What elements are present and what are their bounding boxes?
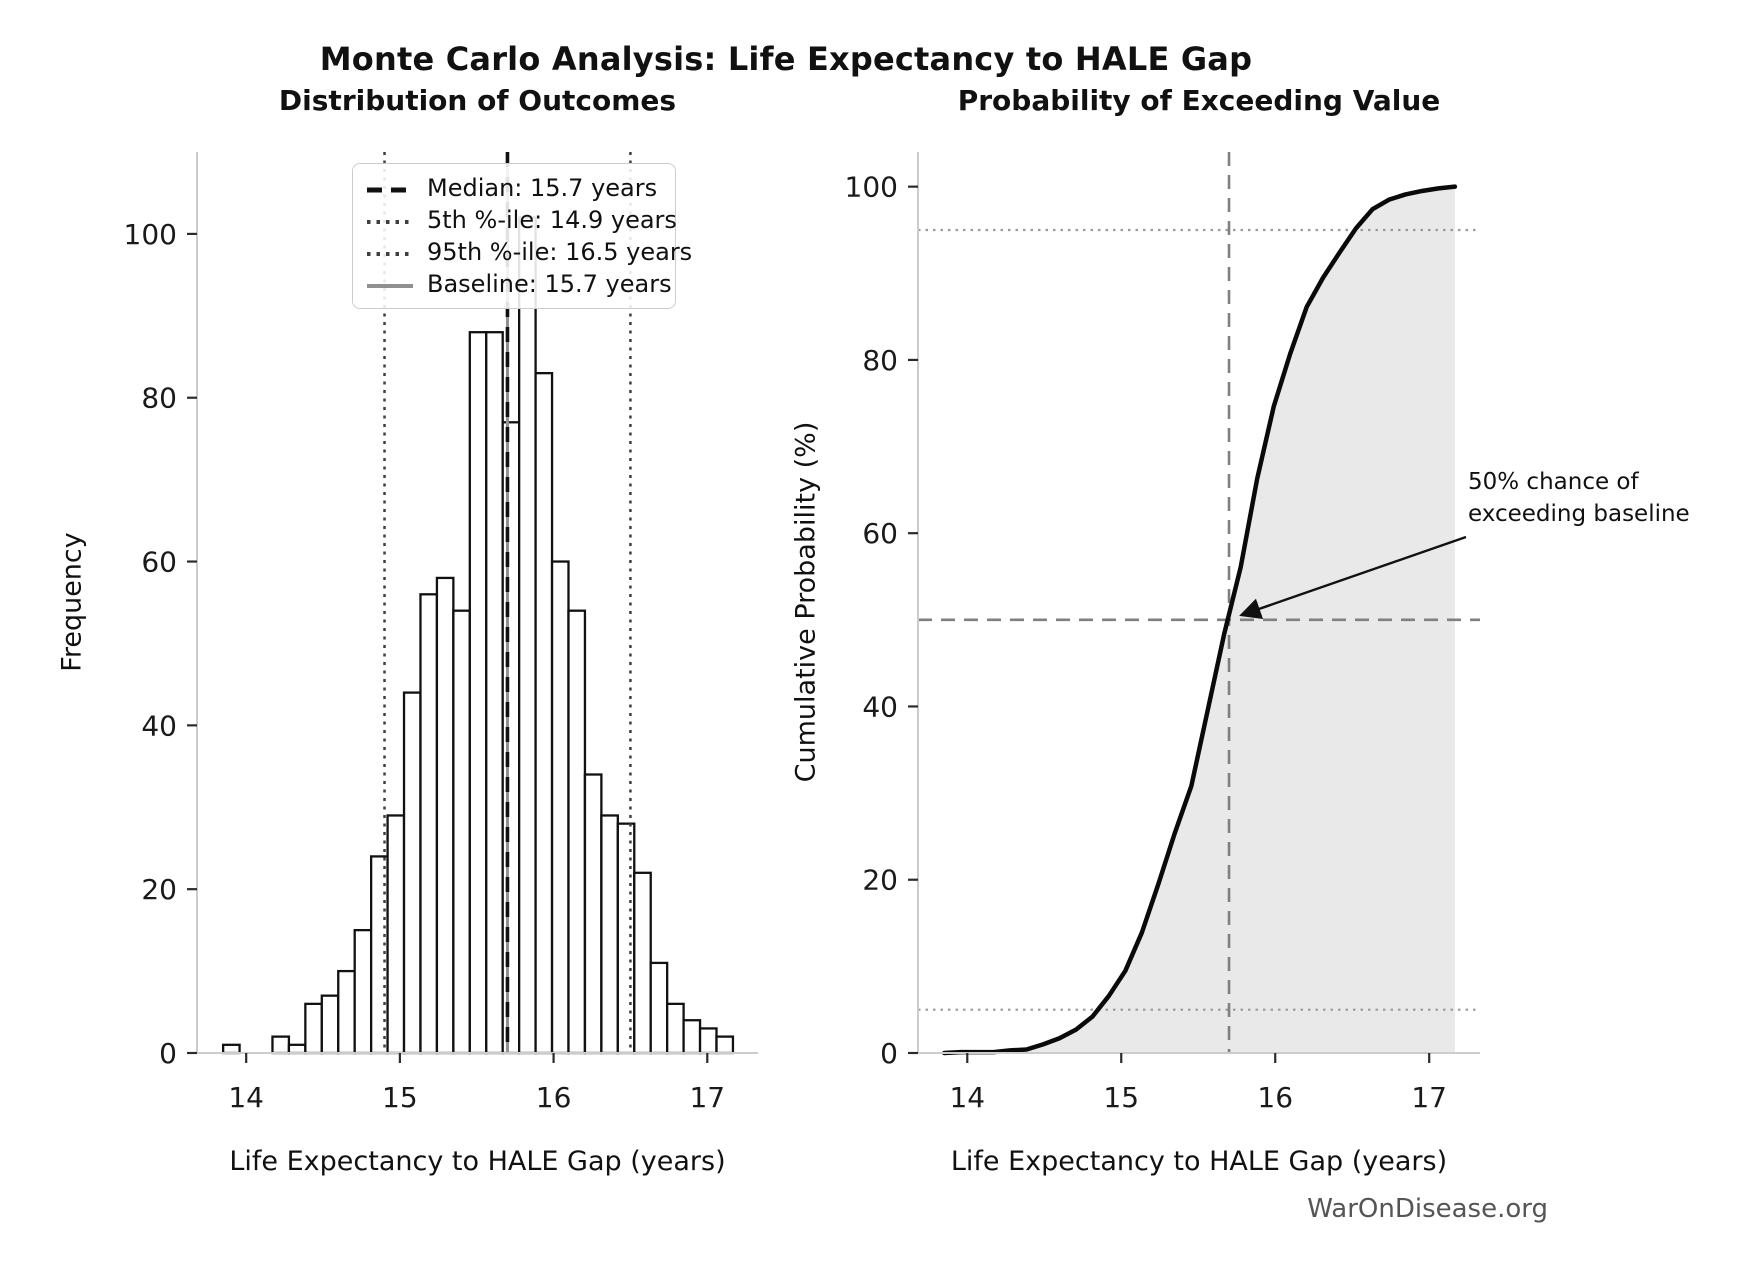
histogram-bar bbox=[287, 1043, 307, 1055]
cdf-annotation: 50% chance of exceeding baseline bbox=[1468, 469, 1690, 528]
histogram-bar bbox=[419, 593, 439, 1055]
dotted-line-icon bbox=[367, 243, 413, 262]
histogram-bar bbox=[715, 1035, 735, 1055]
svg-text:17: 17 bbox=[1411, 1081, 1447, 1114]
histogram-bar bbox=[534, 372, 554, 1055]
dashed-line-icon bbox=[367, 179, 413, 198]
histogram-bar bbox=[271, 1035, 291, 1055]
svg-text:14: 14 bbox=[228, 1081, 264, 1114]
histogram-bar bbox=[353, 928, 373, 1055]
svg-text:16: 16 bbox=[1257, 1081, 1293, 1114]
cdf-plot: 14 15 16 17 0 20 40 60 80 100 bbox=[845, 152, 1480, 1114]
histogram-bar bbox=[485, 331, 504, 1055]
solid-line-icon bbox=[367, 275, 413, 294]
histogram-bar bbox=[600, 814, 619, 1055]
legend-item-median: Median: 15.7 years bbox=[367, 174, 661, 202]
histogram-bar bbox=[583, 773, 603, 1055]
svg-text:80: 80 bbox=[862, 344, 898, 377]
svg-text:15: 15 bbox=[382, 1081, 418, 1114]
histogram-bar bbox=[567, 609, 587, 1055]
cdf-xaxis-label: Life Expectancy to HALE Gap (years) bbox=[950, 1146, 1448, 1177]
histogram-bar bbox=[616, 822, 636, 1055]
svg-text:17: 17 bbox=[689, 1081, 725, 1114]
svg-text:14: 14 bbox=[949, 1081, 985, 1114]
svg-text:20: 20 bbox=[862, 864, 898, 897]
histogram-bar bbox=[452, 609, 471, 1055]
legend: Median: 15.7 years 5th %-ile: 14.9 years… bbox=[352, 163, 692, 309]
histogram-title: Distribution of Outcomes bbox=[278, 84, 677, 117]
histogram-bar bbox=[337, 969, 356, 1055]
watermark: WarOnDisease.org bbox=[1307, 1194, 1548, 1224]
svg-text:60: 60 bbox=[141, 546, 177, 579]
cdf-fill bbox=[944, 186, 1455, 1054]
figure-title: Monte Carlo Analysis: Life Expectancy to… bbox=[319, 40, 1253, 78]
legend-label-median: Median: 15.7 years bbox=[427, 174, 658, 202]
svg-text:0: 0 bbox=[880, 1037, 898, 1070]
legend-item-p5: 5th %-ile: 14.9 years bbox=[367, 206, 677, 234]
histogram-bar bbox=[633, 871, 652, 1055]
svg-text:80: 80 bbox=[141, 382, 177, 415]
histogram-bar bbox=[518, 216, 537, 1055]
histogram-bar bbox=[682, 1019, 702, 1055]
legend-label-p5: 5th %-ile: 14.9 years bbox=[427, 206, 677, 234]
cdf-yaxis-label: Cumulative Probability (%) bbox=[790, 421, 822, 783]
dotted-line-icon bbox=[367, 211, 413, 230]
svg-text:100: 100 bbox=[845, 171, 898, 204]
svg-text:40: 40 bbox=[141, 709, 177, 742]
histogram-plot: 14 15 16 17 0 20 40 60 80 100 bbox=[124, 152, 758, 1114]
histogram-bar bbox=[666, 1002, 685, 1055]
histogram-bar bbox=[501, 421, 521, 1055]
histogram-bar bbox=[320, 994, 340, 1055]
svg-text:15: 15 bbox=[1103, 1081, 1139, 1114]
histogram-bar bbox=[386, 814, 406, 1055]
histogram-bar bbox=[304, 1002, 323, 1055]
histogram-bar bbox=[550, 560, 570, 1055]
histogram-bar bbox=[468, 331, 488, 1055]
legend-label-p95: 95th %-ile: 16.5 years bbox=[427, 238, 693, 266]
svg-text:60: 60 bbox=[862, 517, 898, 550]
histogram-bar bbox=[435, 576, 455, 1055]
svg-text:16: 16 bbox=[536, 1081, 572, 1114]
histogram-bar bbox=[402, 691, 422, 1055]
histogram-bar bbox=[221, 1043, 241, 1055]
legend-label-baseline: Baseline: 15.7 years bbox=[427, 270, 672, 298]
svg-text:40: 40 bbox=[862, 690, 898, 723]
histogram-yaxis-label: Frequency bbox=[56, 532, 88, 672]
histogram-bar bbox=[698, 1027, 718, 1055]
annotation-arrow bbox=[1239, 535, 1467, 619]
svg-text:20: 20 bbox=[141, 873, 177, 906]
cdf-curve bbox=[941, 184, 1458, 1056]
cdf-title: Probability of Exceeding Value bbox=[957, 84, 1441, 117]
svg-text:100: 100 bbox=[124, 218, 177, 251]
legend-item-baseline: Baseline: 15.7 years bbox=[367, 270, 672, 298]
histogram-xaxis-label: Life Expectancy to HALE Gap (years) bbox=[229, 1146, 726, 1177]
svg-text:0: 0 bbox=[159, 1037, 177, 1070]
histogram-bar bbox=[649, 961, 669, 1055]
legend-item-p95: 95th %-ile: 16.5 years bbox=[367, 238, 692, 266]
